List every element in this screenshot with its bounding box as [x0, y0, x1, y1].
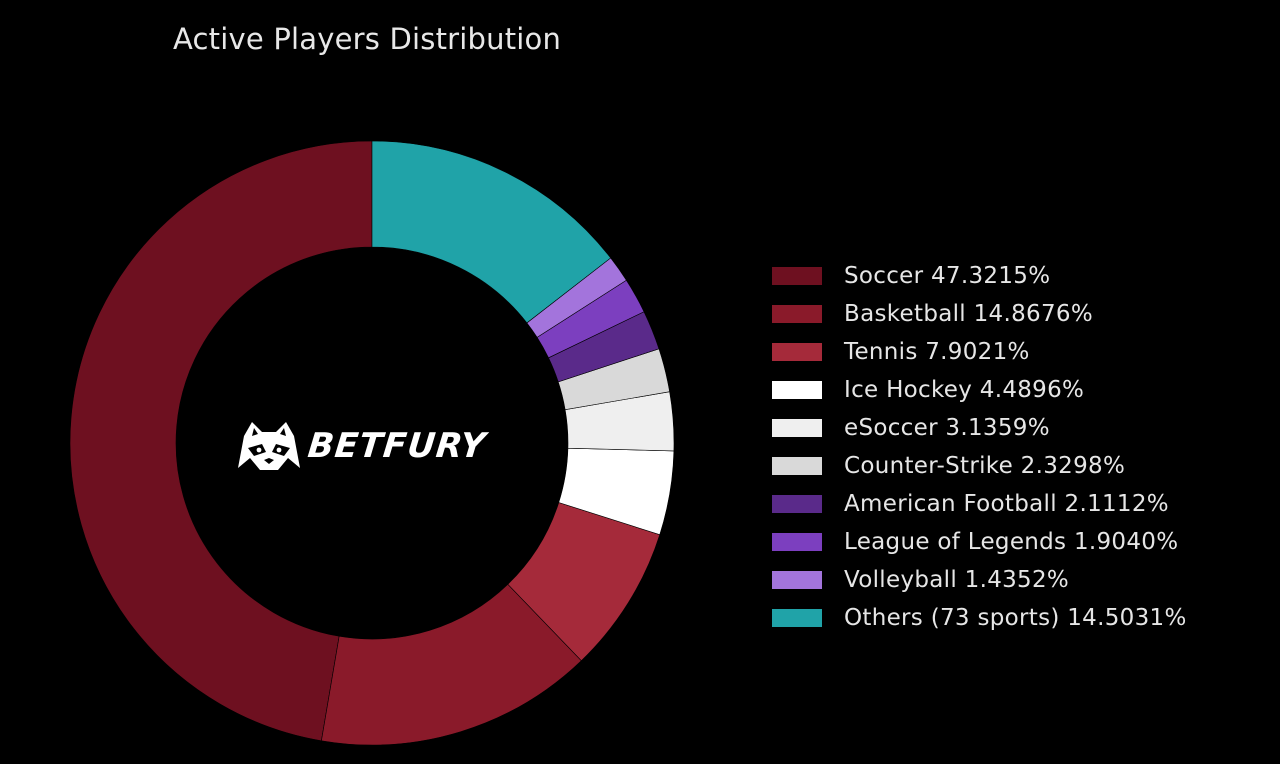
chart-legend: Soccer 47.3215% Basketball 14.8676% Tennis… — [772, 257, 1187, 637]
legend-item: Soccer 47.3215% — [772, 257, 1187, 295]
donut-slices — [69, 140, 675, 746]
chart-title: Active Players Distribution — [173, 22, 562, 56]
legend-label: Soccer 47.3215% — [844, 263, 1051, 289]
legend-label: Others (73 sports) 14.5031% — [844, 605, 1187, 631]
legend-label: Volleyball 1.4352% — [844, 567, 1070, 593]
raccoon-mascot-icon — [238, 422, 300, 470]
legend-item: Counter-Strike 2.3298% — [772, 447, 1187, 485]
legend-label: League of Legends 1.9040% — [844, 529, 1179, 555]
legend-item: American Football 2.1112% — [772, 485, 1187, 523]
legend-label: Counter-Strike 2.3298% — [844, 453, 1126, 479]
legend-label: Tennis 7.9021% — [844, 339, 1030, 365]
legend-label: eSoccer 3.1359% — [844, 415, 1050, 441]
legend-item: League of Legends 1.9040% — [772, 523, 1187, 561]
legend-label: Basketball 14.8676% — [844, 301, 1093, 327]
legend-item: Volleyball 1.4352% — [772, 561, 1187, 599]
betfury-wordmark: BETFURY — [305, 426, 488, 466]
betfury-logo: BETFURY — [232, 418, 502, 474]
legend-swatch — [772, 267, 822, 285]
legend-swatch — [772, 571, 822, 589]
legend-swatch — [772, 609, 822, 627]
legend-swatch — [772, 305, 822, 323]
legend-label: American Football 2.1112% — [844, 491, 1169, 517]
legend-swatch — [772, 457, 822, 475]
legend-swatch — [772, 381, 822, 399]
donut-slice-9 — [371, 140, 612, 324]
legend-item: Tennis 7.9021% — [772, 333, 1187, 371]
legend-swatch — [772, 495, 822, 513]
legend-label: Ice Hockey 4.4896% — [844, 377, 1085, 403]
legend-item: Basketball 14.8676% — [772, 295, 1187, 333]
legend-swatch — [772, 419, 822, 437]
donut-slice-0 — [69, 140, 373, 742]
legend-swatch — [772, 533, 822, 551]
legend-swatch — [772, 343, 822, 361]
legend-item: eSoccer 3.1359% — [772, 409, 1187, 447]
legend-item: Ice Hockey 4.4896% — [772, 371, 1187, 409]
legend-item: Others (73 sports) 14.5031% — [772, 599, 1187, 637]
